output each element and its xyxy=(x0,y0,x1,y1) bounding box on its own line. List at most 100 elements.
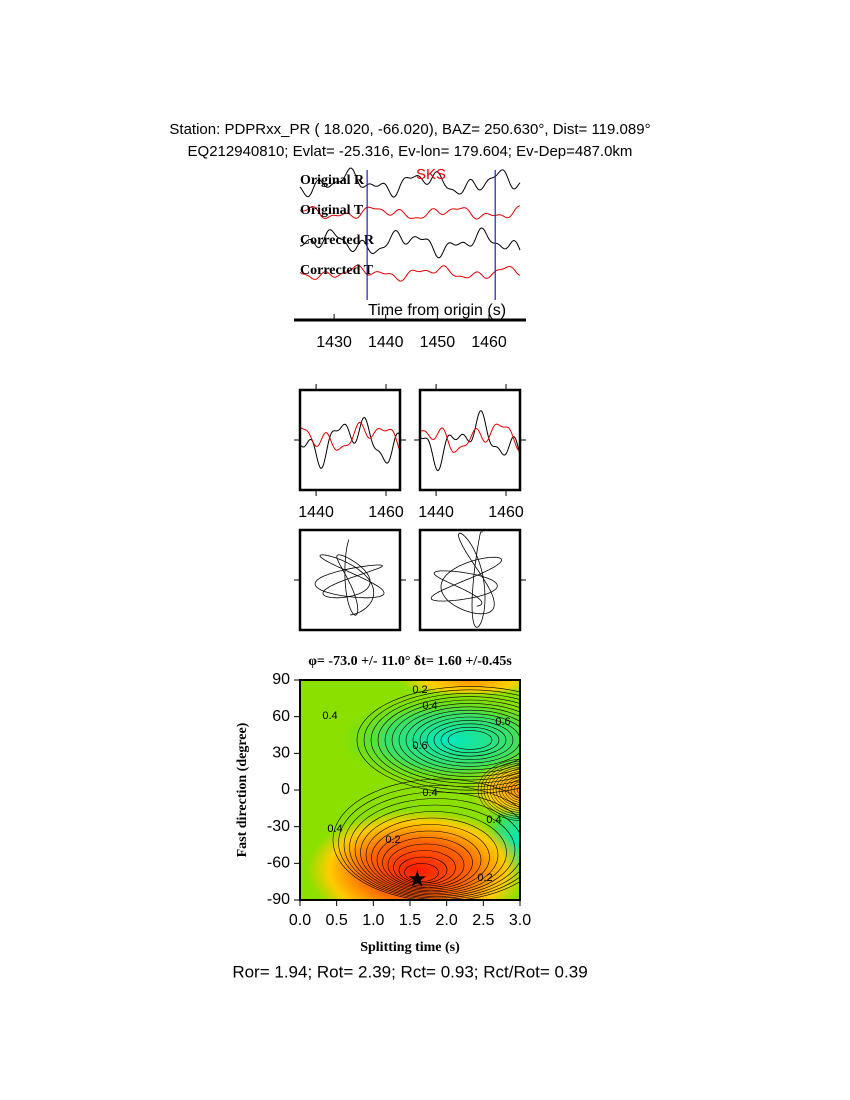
y-tick-label: -90 xyxy=(267,891,290,908)
panel-frame xyxy=(298,388,402,492)
contour-line xyxy=(507,779,520,801)
contour-line xyxy=(360,811,507,894)
contour-field xyxy=(300,680,520,900)
x-tick-label: 2.0 xyxy=(436,912,458,929)
contour-line xyxy=(356,686,520,794)
contour-line xyxy=(504,777,520,803)
trace xyxy=(299,167,521,198)
x-tick-label: 1430 xyxy=(316,334,352,351)
contour-line xyxy=(480,760,520,820)
contour-line xyxy=(398,706,520,774)
y-tick-label: 60 xyxy=(272,708,290,725)
contour-line xyxy=(365,817,499,893)
phase-label: SKS xyxy=(416,166,446,183)
y-axis-label: Fast direction (degree) xyxy=(235,722,250,857)
particle-motion xyxy=(430,531,503,628)
contour-label: 0.2 xyxy=(477,872,492,884)
x-tick-label: 1.0 xyxy=(362,912,384,929)
contour-line xyxy=(377,696,520,784)
x-tick-label: 1.5 xyxy=(399,912,421,929)
contour-line xyxy=(376,830,482,890)
contour-line xyxy=(387,843,465,887)
contour-label: 0.6 xyxy=(495,716,510,728)
contour-line xyxy=(405,709,520,771)
contour-line xyxy=(516,785,520,795)
contour-line xyxy=(354,804,516,896)
trace xyxy=(419,410,521,472)
y-tick-label: -30 xyxy=(267,818,290,835)
trace-label: Original R xyxy=(300,173,365,188)
trace-label: Corrected R xyxy=(300,233,375,248)
x-tick-label: 2.5 xyxy=(472,912,494,929)
contour-line xyxy=(426,720,514,760)
contour-line xyxy=(391,703,520,777)
contour-line xyxy=(501,775,520,805)
header-line: EQ212940810; Evlat= -25.316, Ev-lon= 179… xyxy=(188,143,633,160)
contour-line xyxy=(343,791,520,899)
x-tick-label: 1460 xyxy=(471,334,507,351)
x-tick-label: 0.5 xyxy=(326,912,348,929)
contour-line xyxy=(382,837,473,888)
x-tick-label: 1460 xyxy=(488,504,524,521)
contour-line xyxy=(513,783,520,797)
contour-label: 0.4 xyxy=(322,710,337,722)
y-tick-label: 30 xyxy=(272,745,290,762)
contour-line xyxy=(371,824,490,891)
contour-line xyxy=(384,699,520,781)
contour-line xyxy=(433,723,507,757)
trace-label: Original T xyxy=(300,203,364,218)
contour-label: 0.4 xyxy=(422,787,437,799)
contour-line xyxy=(393,850,456,885)
panel-frame xyxy=(418,528,522,632)
trace xyxy=(299,205,521,220)
footer: Ror= 1.94; Rot= 2.39; Rct= 0.93; Rct/Rot… xyxy=(232,962,587,981)
trace xyxy=(299,421,401,452)
x-tick-label: 3.0 xyxy=(509,912,531,929)
y-tick-label: 90 xyxy=(272,671,290,688)
x-tick-label: 1440 xyxy=(368,334,404,351)
x-tick-label: 1460 xyxy=(368,504,404,521)
contour-line xyxy=(492,769,520,811)
contour-line xyxy=(363,689,520,791)
contour-label: 0.6 xyxy=(412,740,427,752)
x-tick-label: 1450 xyxy=(420,334,456,351)
x-tick-label: 1440 xyxy=(418,504,454,521)
contour-line xyxy=(332,778,520,900)
contour-label: 0.2 xyxy=(412,684,427,696)
y-tick-label: 0 xyxy=(281,781,290,798)
contour-line xyxy=(404,863,439,882)
contour-label: 0.4 xyxy=(327,823,342,835)
contour-line xyxy=(447,730,493,750)
best-estimate xyxy=(408,870,426,887)
contour-line xyxy=(412,713,520,767)
header-line: Station: PDPRxx_PR ( 18.020, -66.020), B… xyxy=(169,121,650,138)
contour-line xyxy=(349,798,520,897)
contour-line xyxy=(495,771,520,809)
field-blob xyxy=(340,695,520,785)
contour-line xyxy=(498,773,520,807)
contour-line xyxy=(477,758,520,822)
trace xyxy=(299,264,521,282)
trace xyxy=(299,227,521,259)
trace-label: Corrected T xyxy=(300,263,374,278)
trace xyxy=(299,416,401,470)
x-tick-label: 1440 xyxy=(298,504,334,521)
contour-label: 0.4 xyxy=(486,814,501,826)
contour-line xyxy=(486,764,520,816)
contour-line xyxy=(440,726,500,754)
x-axis-label: Time from origin (s) xyxy=(368,302,506,319)
x-axis-label: Splitting time (s) xyxy=(360,940,460,955)
contour-line xyxy=(370,692,520,788)
chart-title: φ= -73.0 +/- 11.0° δt= 1.60 +/-0.45s xyxy=(308,654,512,669)
field-blob xyxy=(400,680,520,696)
contour-line xyxy=(489,766,520,814)
trace xyxy=(419,423,520,453)
contour-label: 0.2 xyxy=(385,834,400,846)
particle-motion xyxy=(314,539,385,616)
y-tick-label: -60 xyxy=(267,855,290,872)
x-tick-label: 0.0 xyxy=(289,912,311,929)
contour-label: 0.4 xyxy=(422,700,437,712)
contour-line xyxy=(419,716,520,764)
contour-line xyxy=(398,856,448,884)
